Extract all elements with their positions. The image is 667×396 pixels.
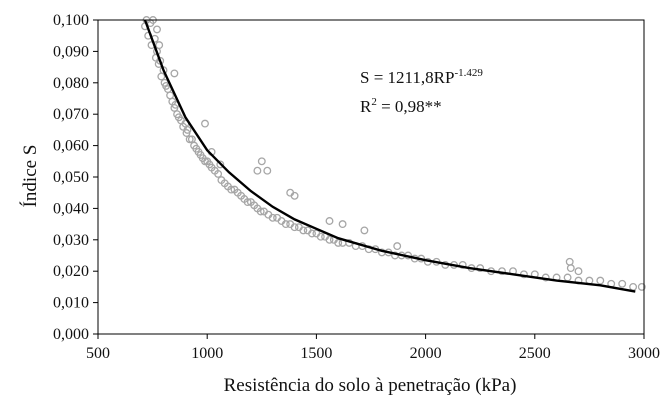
data-point (458, 260, 467, 269)
data-points (141, 16, 646, 291)
data-point (153, 25, 161, 34)
x-tick-label: 1500 (300, 345, 332, 362)
data-point (393, 242, 402, 251)
data-point (299, 226, 308, 235)
equation-label: S = 1211,8RP-1.429 (360, 67, 483, 87)
data-point (214, 169, 223, 178)
data-point (216, 160, 225, 169)
data-point (629, 282, 638, 291)
data-point (566, 264, 575, 273)
r-squared-value: = 0,98** (377, 97, 442, 116)
data-point (565, 257, 574, 266)
data-point (243, 198, 252, 207)
data-point (290, 191, 299, 200)
y-tick-label: 0,050 (53, 169, 89, 186)
data-point (360, 226, 369, 235)
x-axis-title: Resistência do solo à penetração (kPa) (224, 375, 517, 396)
data-point (308, 229, 316, 238)
data-point (201, 119, 209, 128)
data-point (227, 185, 236, 194)
equation-exponent: -1.429 (454, 67, 483, 79)
x-tick-label: 3000 (628, 345, 660, 362)
data-point (170, 69, 179, 78)
data-point (281, 220, 290, 229)
data-point (338, 220, 347, 229)
r-squared-prefix: R (360, 97, 372, 116)
y-tick-label: 0,060 (53, 138, 89, 155)
y-tick-label: 0,030 (53, 232, 89, 249)
data-point (253, 166, 262, 175)
data-point (290, 223, 299, 232)
y-tick-label: 0,090 (53, 43, 89, 60)
data-point (325, 235, 334, 244)
data-point (263, 166, 272, 175)
data-point (574, 267, 583, 276)
data-point (256, 207, 265, 216)
y-tick-label: 0,100 (53, 12, 89, 29)
data-point (268, 213, 277, 222)
x-tick-label: 2500 (519, 345, 551, 362)
y-tick-label: 0,070 (53, 106, 89, 123)
y-tick-label: 0,040 (53, 200, 89, 217)
fit-curve (143, 19, 636, 293)
r-squared-exponent: 2 (371, 96, 377, 108)
y-tick-label: 0,020 (53, 263, 89, 280)
data-point (155, 41, 164, 50)
data-point (316, 232, 325, 241)
y-axis-title: Índice S (19, 145, 41, 208)
data-point (596, 276, 605, 285)
fit-curve-line (143, 19, 636, 293)
r-squared-label: R2 = 0,98** (360, 96, 442, 116)
y-tick-label: 0,000 (53, 326, 89, 343)
data-point (185, 135, 194, 144)
axes: 500 1000 1500 2000 2500 3000 0,000 0,010 0,020 0,… (53, 12, 660, 362)
data-point (183, 125, 192, 134)
data-point (618, 279, 627, 288)
data-point (334, 238, 343, 247)
data-point (325, 217, 334, 225)
equation-main: S = 1211,8RP (360, 68, 454, 87)
data-point (257, 157, 266, 166)
data-point (157, 72, 166, 81)
data-point (637, 282, 646, 291)
y-tick-label: 0,080 (53, 75, 89, 92)
x-tick-label: 1000 (191, 345, 223, 362)
x-tick-label: 2000 (410, 345, 442, 362)
y-tick-label: 0,010 (53, 295, 89, 312)
x-tick-label: 500 (86, 345, 110, 362)
data-point (563, 273, 572, 282)
